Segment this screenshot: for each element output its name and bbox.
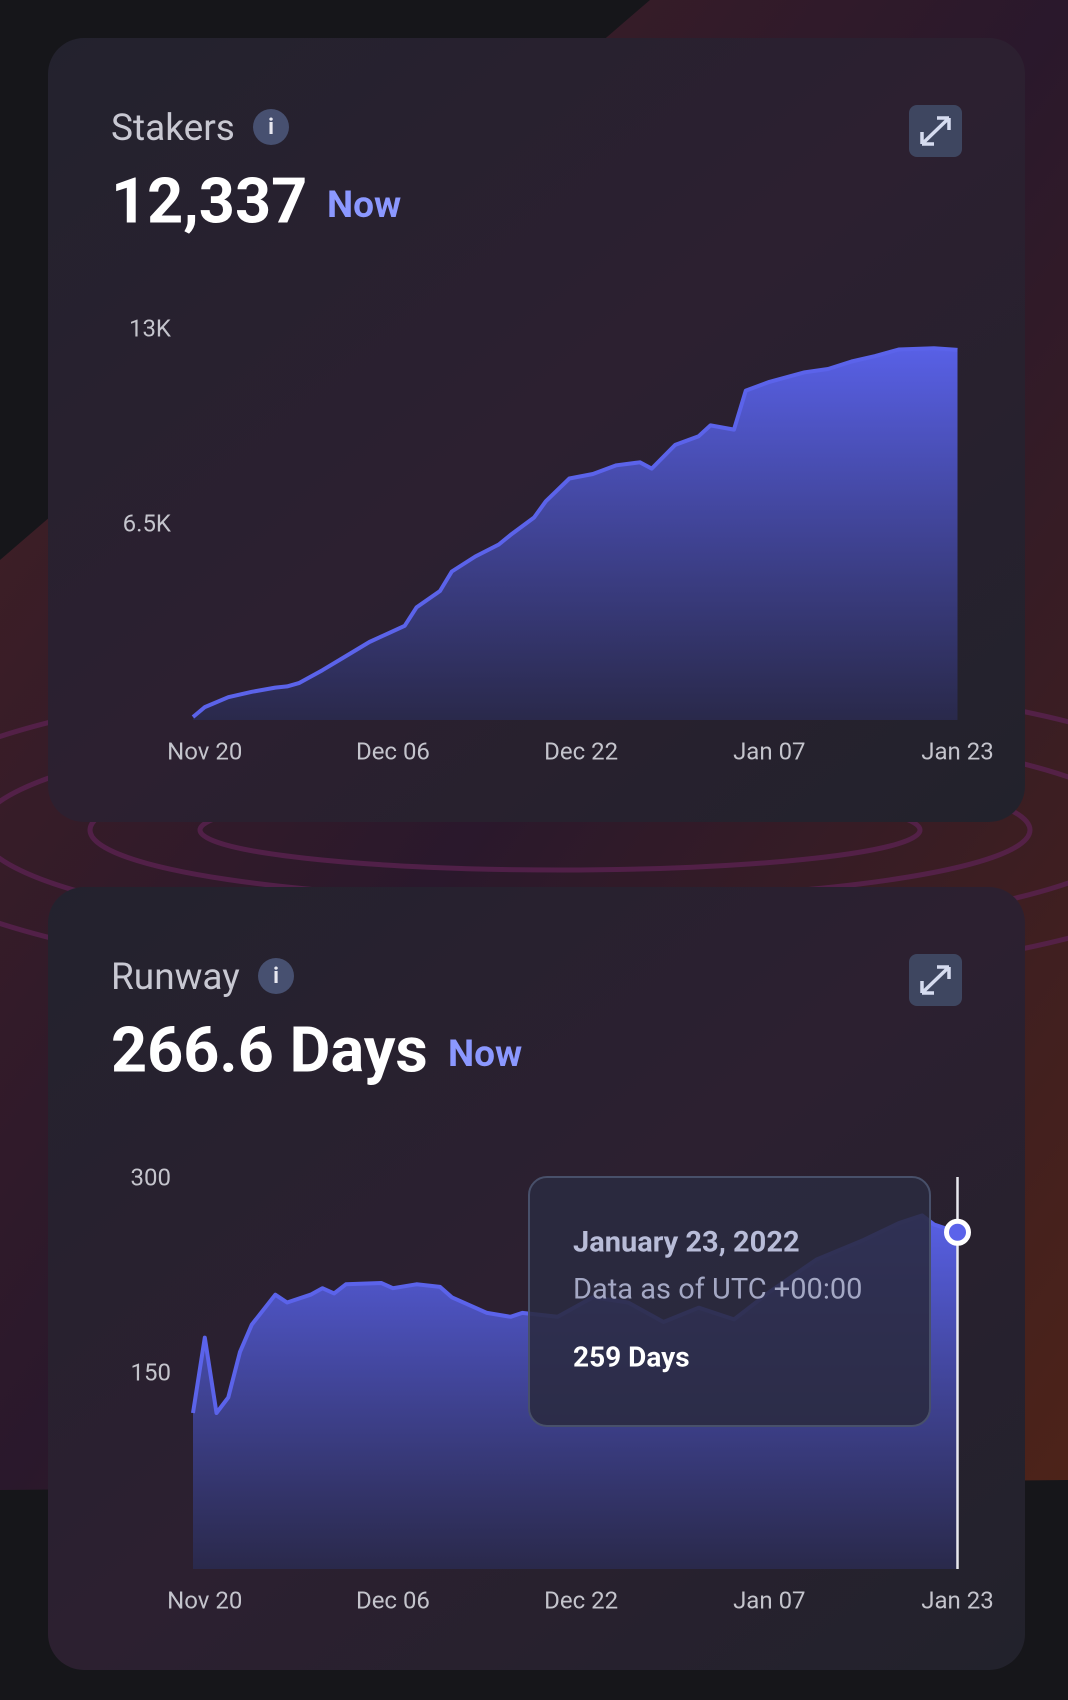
x-tick-label: Nov 20 — [167, 737, 242, 765]
headline-value: 12,337 — [111, 166, 307, 239]
svg-text:i: i — [268, 115, 274, 140]
x-tick-label: Dec 06 — [356, 737, 430, 765]
info-icon[interactable]: i — [253, 109, 289, 145]
expand-button[interactable] — [909, 954, 962, 1006]
chart-title: Runway — [111, 956, 240, 999]
y-tick-label: 150 — [131, 1358, 171, 1386]
line — [191, 346, 958, 719]
y-tick-label: 6.5K — [123, 509, 172, 537]
tooltip-box — [528, 1176, 931, 1427]
y-tick-label: 13K — [129, 314, 172, 342]
chart-title: Stakers — [111, 107, 235, 150]
headline-note: Now — [448, 1033, 522, 1076]
x-tick-label: Nov 20 — [167, 1586, 242, 1614]
info-icon[interactable]: i — [258, 958, 294, 994]
expand-button[interactable] — [909, 105, 962, 157]
hover-point — [944, 1218, 971, 1246]
y-tick-label: 300 — [131, 1163, 171, 1191]
headline-note: Now — [327, 184, 401, 227]
x-tick-label: Dec 22 — [544, 737, 618, 765]
area — [193, 348, 958, 720]
x-tick-label: Jan 23 — [921, 737, 993, 765]
x-tick-label: Jan 07 — [733, 737, 805, 765]
tooltip-note: Data as of UTC +00:00 — [573, 1273, 862, 1307]
tooltip-date: January 23, 2022 — [573, 1226, 800, 1260]
chart: Runway i 266.6 Days Now 150 300 Nov 20 Dec … — [111, 954, 994, 1614]
chart: Stakers i 12,337 Now 6.5K 13K Nov 20 Dec 06… — [111, 105, 994, 765]
headline-value: 266.6 Days — [111, 1015, 428, 1088]
x-tick-label: Dec 22 — [544, 1586, 618, 1614]
x-tick-label: Jan 07 — [733, 1586, 805, 1614]
svg-text:i: i — [273, 964, 279, 989]
tooltip-value: 259 Days — [573, 1340, 690, 1373]
x-tick-label: Jan 23 — [921, 1586, 993, 1614]
x-tick-label: Dec 06 — [356, 1586, 430, 1614]
